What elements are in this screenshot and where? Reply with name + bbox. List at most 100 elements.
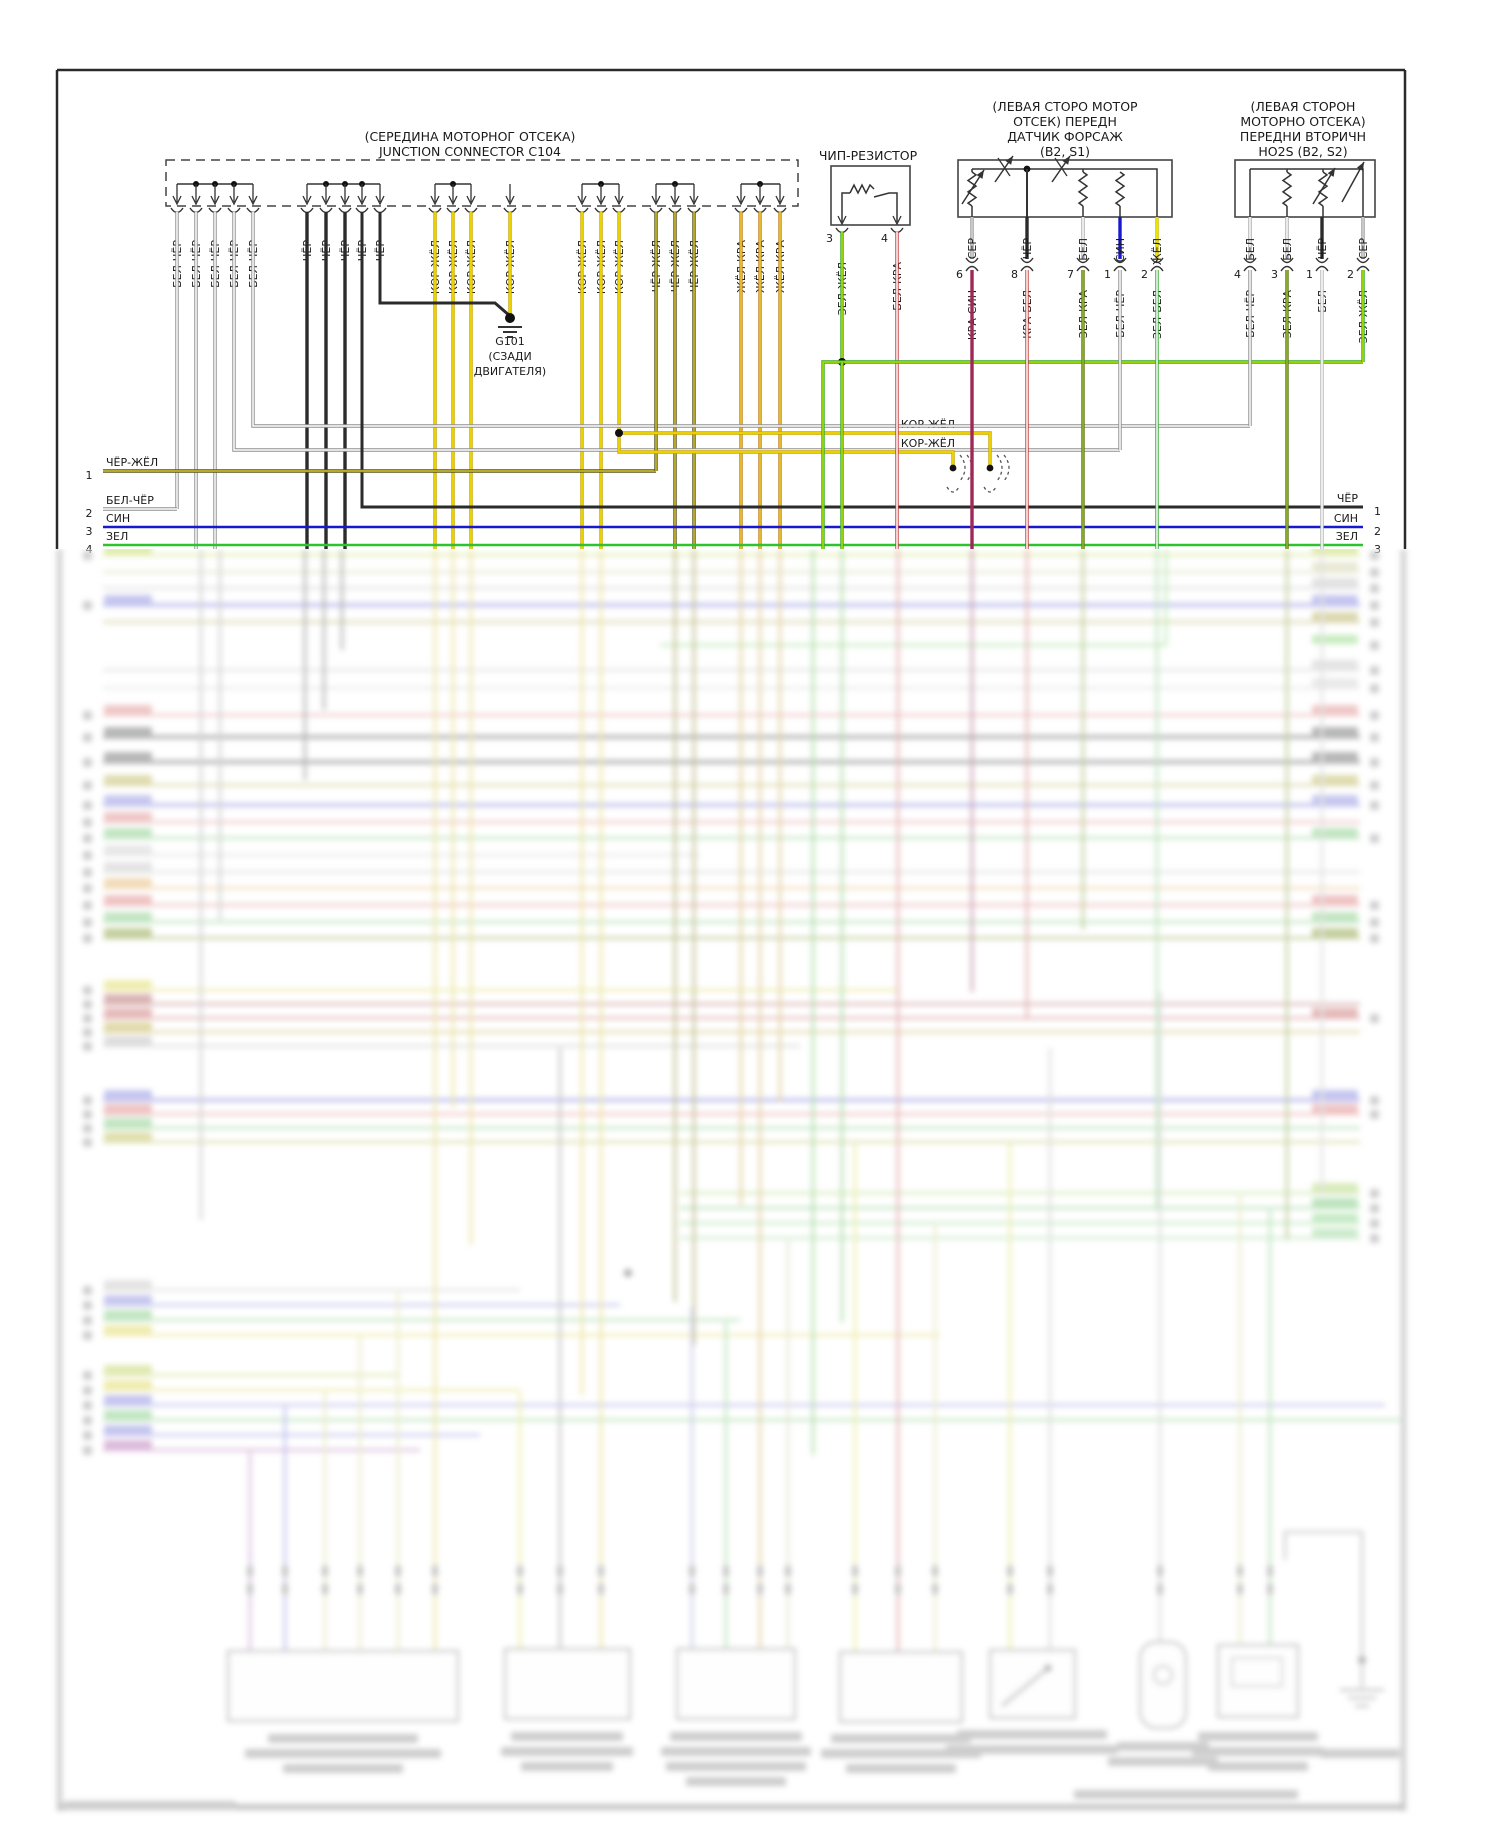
blurred-connector-mark <box>557 1565 563 1577</box>
blurred-row-label <box>104 775 152 784</box>
wire <box>821 360 842 549</box>
blurred-row-label <box>1312 549 1358 554</box>
blurred-row-number <box>83 1110 92 1119</box>
blurred-row-number <box>83 1301 92 1310</box>
connector-arc <box>464 207 478 214</box>
blurred-connector-mark <box>247 1583 253 1595</box>
row-number: 2 <box>86 507 93 520</box>
blurred-row-number <box>83 934 92 943</box>
sensor2-box <box>1234 159 1376 218</box>
blurred-row-number <box>1370 918 1379 927</box>
connector-arc <box>1076 265 1090 272</box>
blurred-row-number <box>83 1431 92 1440</box>
sensor-b2s2: (ЛЕВАЯ СТОРОН МОТОРНО ОТСЕКА) ПЕРЕДНИ ВТ… <box>1234 99 1376 218</box>
connector-arc <box>1113 257 1127 264</box>
blurred-row-label <box>1312 612 1358 621</box>
blurred-row-label <box>1312 752 1358 761</box>
blurred-caption <box>1074 1790 1298 1799</box>
connector-arc <box>1113 265 1127 272</box>
sensor1-title-line4: (B2, S1) <box>1040 144 1090 159</box>
connector-arc <box>1243 265 1257 272</box>
blurred-row-number <box>83 1331 92 1340</box>
blurred-component-box <box>503 1647 632 1721</box>
arrow-head <box>596 195 606 206</box>
blurred-row-number <box>83 1316 92 1325</box>
blurred-row-label <box>1312 928 1358 937</box>
tick <box>997 157 1011 177</box>
resistor-zigzag <box>1077 171 1089 207</box>
blurred-row-number <box>83 868 92 877</box>
blurred-row-label <box>104 862 152 871</box>
blurred-connector-mark <box>723 1583 729 1595</box>
blurred-row-label <box>104 795 152 804</box>
junction-dot <box>615 429 623 437</box>
pin-wire-color: БЕЛ <box>1077 238 1090 261</box>
arrow-head <box>448 195 458 206</box>
blurred-connector-mark <box>282 1583 288 1595</box>
blurred-caption <box>1108 1757 1218 1766</box>
sensor-b2s1: (ЛЕВАЯ СТОРО МОТОР ОТСЕК) ПЕРЕДН ДАТЧИК … <box>957 99 1173 218</box>
row-label: ЗЕЛ <box>106 530 128 543</box>
arrow-head <box>670 195 680 206</box>
blurred-connector-mark <box>757 1565 763 1577</box>
blurred-connector-mark <box>322 1565 328 1577</box>
junction-dot <box>986 464 994 472</box>
blurred-row-label <box>104 1295 152 1304</box>
blurred-connector-mark <box>517 1565 523 1577</box>
arrow-head <box>430 195 440 206</box>
row-number: 4 <box>86 543 93 556</box>
blurred-connector-mark <box>1157 1565 1163 1577</box>
connector-arc <box>575 207 589 214</box>
blurred-caption <box>501 1747 633 1756</box>
blurred-row-number <box>1370 1096 1379 1105</box>
connector-arc <box>246 207 260 214</box>
blurred-connector-mark <box>557 1583 563 1595</box>
blurred-row-label <box>1312 678 1358 687</box>
pin-wire-color: ЧЁР <box>1021 238 1034 259</box>
blurred-caption <box>661 1747 811 1756</box>
inline-connector <box>996 454 1003 482</box>
blurred-caption <box>1117 1742 1209 1751</box>
blurred-connector-mark <box>432 1583 438 1595</box>
blurred-row-label <box>104 595 152 604</box>
blurred-connector-mark <box>932 1583 938 1595</box>
blurred-row-label <box>104 1022 152 1031</box>
connector-arc <box>446 207 460 214</box>
blurred-row-number <box>83 1028 92 1037</box>
blurred-connector-mark <box>247 1565 253 1577</box>
junction-dot <box>949 464 957 472</box>
sensor1-title-line1: (ЛЕВАЯ СТОРО МОТОР <box>992 99 1138 114</box>
arrow-head <box>736 195 746 206</box>
blurred-connector-mark <box>689 1583 695 1595</box>
blurred-caption <box>245 1749 441 1758</box>
wire <box>360 212 1363 509</box>
blurred-connector-mark <box>1047 1565 1053 1577</box>
blurred-caption <box>666 1762 806 1771</box>
blurred-row-label <box>104 1036 152 1045</box>
blurred-row-number <box>83 986 92 995</box>
blurred-row-label <box>104 1118 152 1127</box>
blurred-row-number <box>1370 618 1379 627</box>
blurred-row-label <box>1312 705 1358 714</box>
blurred-caption <box>1320 1749 1400 1758</box>
blurred-row-number <box>1370 666 1379 675</box>
blurred-row-label <box>104 1280 152 1289</box>
blurred-row-number <box>83 1138 92 1147</box>
blurred-connector-mark <box>357 1583 363 1595</box>
blurred-component-box <box>675 1647 797 1721</box>
blurred-row-number <box>83 1446 92 1455</box>
chip-resistor-box <box>830 165 911 226</box>
blurred-row-number <box>1370 1234 1379 1243</box>
blurred-row-number <box>83 851 92 860</box>
inline-connector <box>1003 454 1010 482</box>
pin-number: 8 <box>1011 268 1018 281</box>
blurred-component-detail <box>1231 1657 1283 1687</box>
arrow-head <box>191 195 201 206</box>
connector-arc <box>753 207 767 214</box>
wire <box>378 212 511 318</box>
blurred-row-label <box>104 1132 152 1141</box>
blurred-row-number <box>83 711 92 720</box>
blurred-row-label <box>104 1440 152 1449</box>
arrow-head <box>775 195 785 206</box>
blurred-row-number <box>83 884 92 893</box>
